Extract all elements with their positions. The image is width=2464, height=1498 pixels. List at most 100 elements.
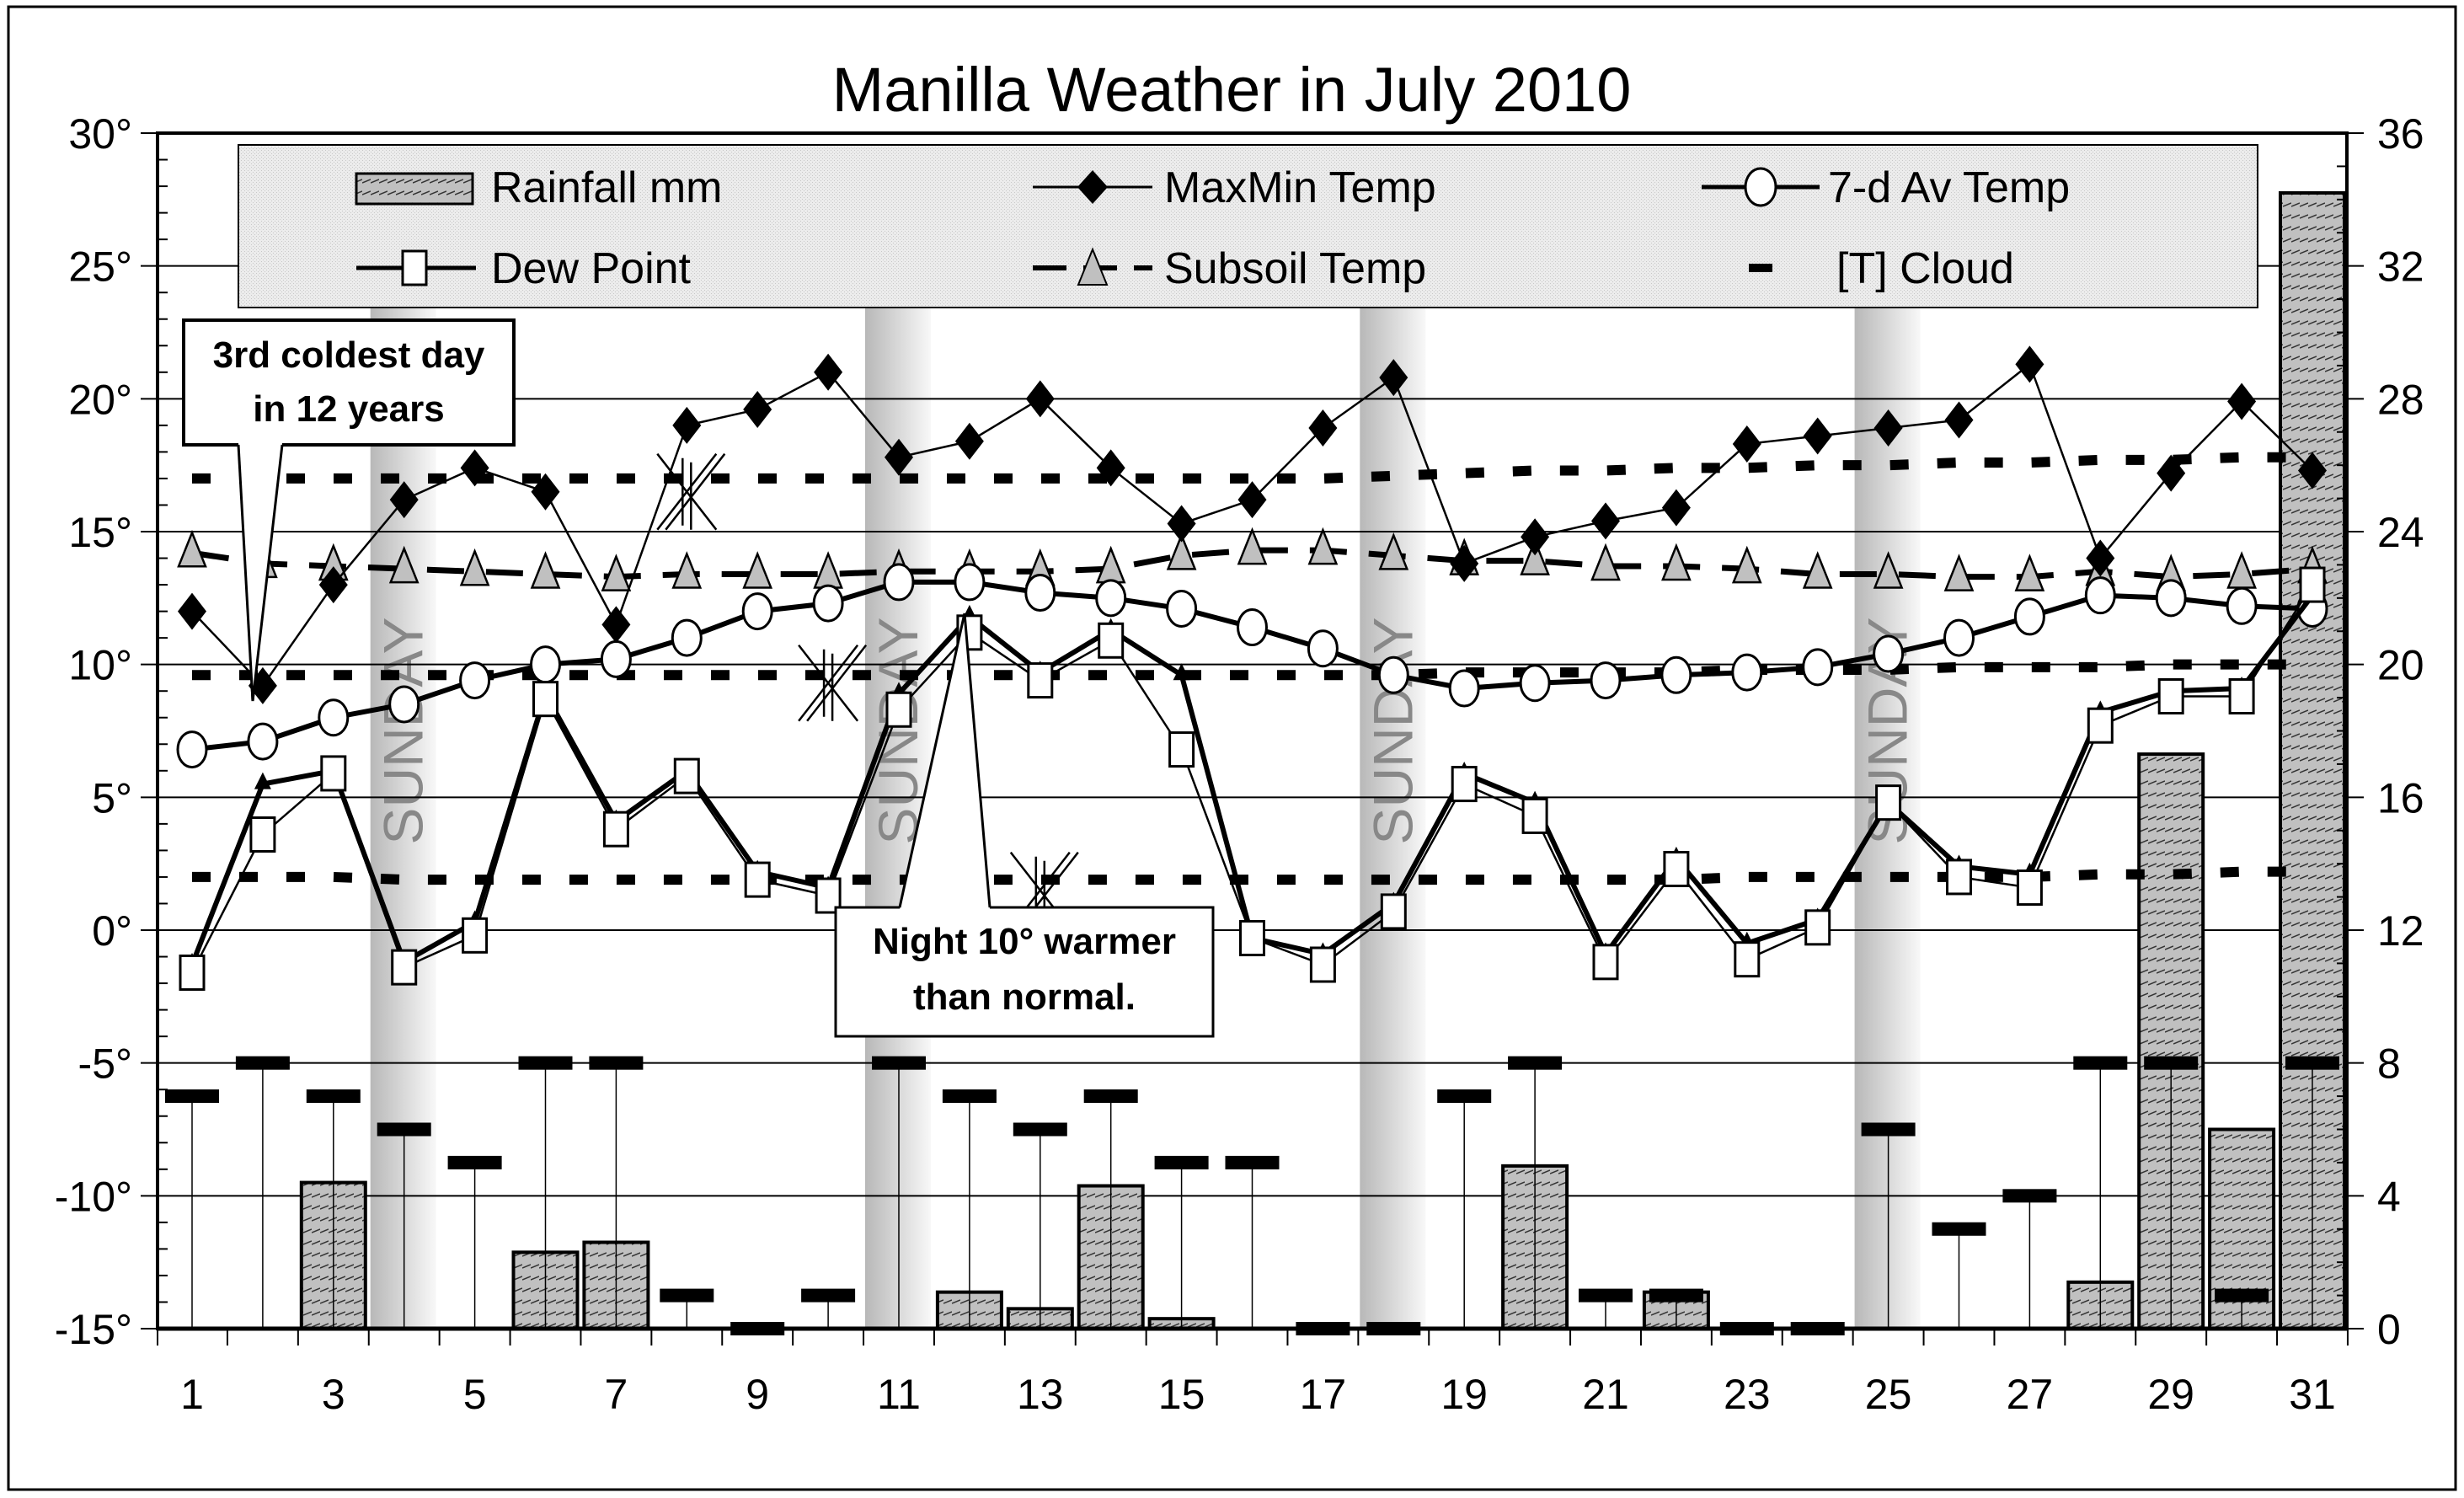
dewpoint-square-marker bbox=[602, 811, 629, 848]
seven-day-circle-marker bbox=[2226, 586, 2258, 625]
max-temp-diamond-marker bbox=[1450, 544, 1479, 582]
cloud-marker bbox=[377, 1122, 431, 1137]
left-axis-label: -10° bbox=[55, 1173, 132, 1220]
seven-day-circle-marker bbox=[741, 592, 773, 631]
cloud-marker bbox=[1649, 1288, 1703, 1303]
cloud-marker bbox=[589, 1056, 644, 1070]
right-axis-label: 28 bbox=[2377, 376, 2424, 423]
seven-day-circle-marker bbox=[1590, 661, 1622, 700]
subsoil-triangle-marker bbox=[1307, 527, 1339, 565]
cloud-marker bbox=[942, 1089, 997, 1104]
left-axis-label: -5° bbox=[78, 1041, 132, 1088]
max-temp-diamond-marker bbox=[1167, 505, 1196, 543]
right-axis-label: 12 bbox=[2377, 907, 2424, 955]
seven-day-circle-marker bbox=[1307, 629, 1339, 668]
left-axis-label: 10° bbox=[68, 642, 132, 689]
max-temp-diamond-marker bbox=[1944, 401, 1974, 439]
cloud-marker bbox=[801, 1288, 856, 1303]
x-axis-label: 13 bbox=[1017, 1371, 1064, 1418]
x-axis-label: 15 bbox=[1158, 1371, 1205, 1418]
cloud-marker bbox=[2073, 1056, 2128, 1070]
subsoil-triangle-marker bbox=[1378, 532, 1409, 570]
subsoil-triangle-marker bbox=[1943, 554, 1975, 591]
record-star-stroke bbox=[806, 644, 868, 722]
dewpoint-square-marker bbox=[1875, 784, 1902, 821]
subsoil-triangle-marker bbox=[530, 551, 561, 589]
max-temp-diamond-marker bbox=[1379, 359, 1408, 397]
dewpoint-square-marker bbox=[2087, 707, 2114, 744]
subsoil-triangle-marker bbox=[459, 548, 490, 586]
dewpoint-square-marker bbox=[320, 755, 347, 792]
max-temp-diamond-marker bbox=[389, 481, 419, 519]
max-temp-diamond-marker bbox=[814, 353, 843, 391]
subsoil-triangle-marker bbox=[1166, 532, 1197, 570]
chart-title: Manilla Weather in July 2010 bbox=[832, 55, 1632, 125]
max-temp-diamond-marker bbox=[743, 390, 772, 428]
max-temp-diamond-marker bbox=[1025, 380, 1055, 418]
dewpoint-square-marker bbox=[1168, 731, 1195, 768]
max-temp-diamond-marker bbox=[460, 449, 489, 487]
cloud-marker bbox=[1225, 1155, 1280, 1169]
cloud-marker bbox=[447, 1155, 502, 1169]
seven-day-circle-marker bbox=[1095, 579, 1127, 618]
max-temp-diamond-marker bbox=[2086, 539, 2115, 577]
right-axis-label: 20 bbox=[2377, 642, 2424, 689]
right-axis-label: 32 bbox=[2377, 243, 2424, 291]
dewpoint-square-marker bbox=[462, 917, 489, 954]
seven-day-circle-marker bbox=[1802, 648, 1834, 687]
dewpoint-square-marker bbox=[532, 681, 559, 718]
seven-day-circle-marker bbox=[1448, 669, 1480, 708]
callout-coldest-day: 3rd coldest day in 12 years bbox=[182, 318, 516, 702]
legend-rainfall-label: Rainfall mm bbox=[491, 163, 723, 212]
right-axis-label: 4 bbox=[2377, 1173, 2401, 1220]
x-axis-label: 5 bbox=[463, 1371, 487, 1418]
seven-day-circle-marker bbox=[2013, 597, 2045, 636]
record-star-stroke bbox=[656, 452, 718, 531]
max-temp-diamond-marker bbox=[531, 473, 560, 511]
callout-warm-night: Night 10° warmer than normal. bbox=[834, 613, 1215, 1038]
record-star-marker bbox=[798, 644, 868, 722]
sunday-label: SUNDAY bbox=[867, 617, 929, 844]
min-temp-marker bbox=[254, 772, 271, 789]
seven-day-circle-marker bbox=[388, 685, 420, 724]
x-axis-label: 1 bbox=[180, 1371, 204, 1418]
dewpoint-square-marker bbox=[1804, 909, 1831, 946]
dewpoint-square-marker bbox=[1946, 859, 1972, 896]
legend: Rainfall mm MaxMin Temp 7-d Av Temp Dew … bbox=[238, 144, 2258, 308]
right-axis-label: 0 bbox=[2377, 1306, 2401, 1353]
cloud-marker bbox=[2002, 1189, 2057, 1203]
sunday-label: SUNDAY bbox=[372, 617, 435, 844]
cloud-marker bbox=[306, 1089, 361, 1104]
callout-warm-box bbox=[834, 906, 1215, 1038]
left-axis-label: 5° bbox=[92, 774, 132, 821]
legend-dewpoint-label: Dew Point bbox=[491, 244, 692, 293]
min-temp-marker bbox=[1173, 663, 1190, 681]
x-axis-label: 27 bbox=[2007, 1371, 2054, 1418]
seven-day-circle-marker bbox=[530, 645, 561, 684]
subsoil-triangle-marker bbox=[1237, 527, 1268, 565]
cloud-marker bbox=[1083, 1089, 1138, 1104]
cloud-marker bbox=[660, 1288, 714, 1303]
cloud-marker bbox=[1932, 1222, 1986, 1236]
callout-coldest-box bbox=[182, 318, 516, 447]
seven-day-circle-marker bbox=[883, 563, 915, 602]
left-axis-label: 25° bbox=[68, 243, 132, 291]
max-temp-diamond-marker bbox=[1521, 518, 1550, 556]
left-axis-label: 20° bbox=[68, 376, 132, 423]
seven-day-circle-marker bbox=[2084, 576, 2116, 615]
record-markers bbox=[656, 452, 1079, 929]
dewpoint-square-marker bbox=[2228, 678, 2255, 715]
sunday-label: SUNDAY bbox=[1361, 617, 1424, 844]
dewpoint-square-marker bbox=[2299, 566, 2326, 603]
legend-subsoil-triangle-icon bbox=[1077, 247, 1109, 286]
subsoil-triangle-marker bbox=[2014, 554, 2045, 591]
dewpoint-square-marker bbox=[885, 691, 912, 728]
max-temp-diamond-marker bbox=[2227, 383, 2257, 420]
cloud-marker bbox=[235, 1056, 290, 1070]
seven-day-circle-marker bbox=[318, 698, 350, 737]
seven-day-circle-marker bbox=[600, 639, 632, 678]
dewpoint-square-marker bbox=[1309, 946, 1336, 983]
axes: 30° 25° 20° 15° 10° 5° 0° -5° -10° -15° 36 32 28 24 20… bbox=[55, 110, 2424, 1418]
max-temp-diamond-marker bbox=[1803, 417, 1832, 455]
dewpoint-square-marker bbox=[1098, 622, 1125, 659]
